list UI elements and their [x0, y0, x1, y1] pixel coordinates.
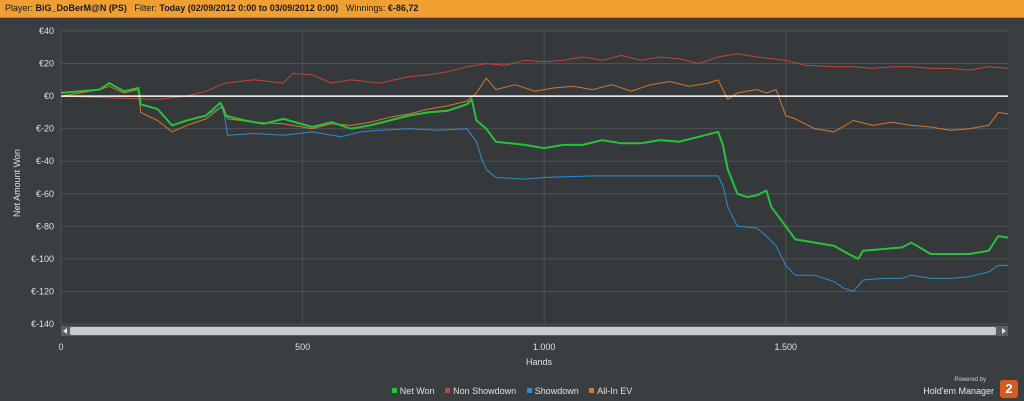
product-name: Hold'em Manager [923, 386, 994, 396]
x-tick-label: 1.500 [774, 342, 797, 352]
legend-item-non-showdown[interactable]: Non Showdown [445, 386, 516, 396]
legend-item-net-won[interactable]: Net Won [391, 386, 435, 396]
scroll-left-icon[interactable] [63, 328, 67, 334]
powered-by-text: Powered by [954, 377, 986, 383]
legend-swatch [589, 388, 595, 393]
legend-label: Showdown [534, 386, 579, 396]
scroll-right-icon[interactable] [1002, 328, 1006, 334]
scrollbar-thumb[interactable] [70, 327, 996, 335]
series-line-net-won [60, 82, 1009, 260]
graph-area: €40€20€0€-20€-40€-60€-80€-100€-120€-140 … [12, 26, 1009, 367]
x-axis-label: Hands [526, 357, 553, 367]
y-tick-label: €-100 [31, 254, 54, 264]
legend-swatch [526, 388, 532, 393]
legend-item-all-in-ev[interactable]: All-In EV [589, 386, 632, 396]
legend-swatch [445, 388, 451, 393]
y-tick-label: €-20 [36, 124, 54, 134]
x-tick-label: 1.000 [533, 342, 556, 352]
legend-label: Net Won [399, 386, 435, 396]
series-line-all-in-ev [60, 77, 1009, 133]
x-axis-ticks: 0 500 1.000 1.500 [58, 342, 797, 352]
powered-by-branding: Powered by Hold'em Manager 2 [918, 377, 1018, 399]
filter-value: Today (02/09/2012 0:00 to 03/09/2012 0:0… [159, 3, 339, 13]
horizontal-scrollbar[interactable] [61, 326, 1008, 336]
y-tick-label: €0 [44, 91, 54, 101]
y-tick-label: €-40 [36, 156, 54, 166]
y-axis-label: Net Amount Won [12, 149, 22, 217]
series-line-non-showdown [60, 53, 1009, 100]
y-tick-label: €-60 [36, 189, 54, 199]
series-lines [60, 53, 1009, 292]
x-tick-label: 500 [295, 342, 310, 352]
legend-label: Non Showdown [453, 386, 517, 396]
filter-header-bar: Player: BiG_DoBerM@N (PS) Filter: Today … [0, 0, 1024, 18]
y-tick-label: €20 [39, 59, 54, 69]
y-tick-label: €-80 [36, 221, 54, 231]
hem2-logo-icon: 2 [1000, 380, 1018, 398]
legend-swatch [391, 388, 397, 393]
player-value: BiG_DoBerM@N (PS) [35, 3, 127, 13]
y-tick-label: €40 [39, 26, 54, 36]
legend-item-showdown[interactable]: Showdown [526, 386, 579, 396]
y-axis-ticks: €40 €20 €0 €-20 €-40 €-60 €-80 €-100 €-120 €-140 [31, 26, 54, 329]
filter-label: Filter: [134, 3, 157, 13]
y-tick-label: €-120 [31, 286, 54, 296]
winnings-value: €-86,72 [387, 3, 419, 13]
plot-background [61, 31, 1008, 324]
player-label: Player: [5, 3, 34, 13]
legend-label: All-In EV [597, 386, 633, 396]
chart-legend: Net Won Non Showdown Showdown All-In EV [0, 386, 1024, 396]
y-tick-label: €-140 [31, 319, 54, 329]
winnings-label: Winnings: [345, 3, 386, 13]
x-tick-label: 0 [58, 342, 63, 352]
